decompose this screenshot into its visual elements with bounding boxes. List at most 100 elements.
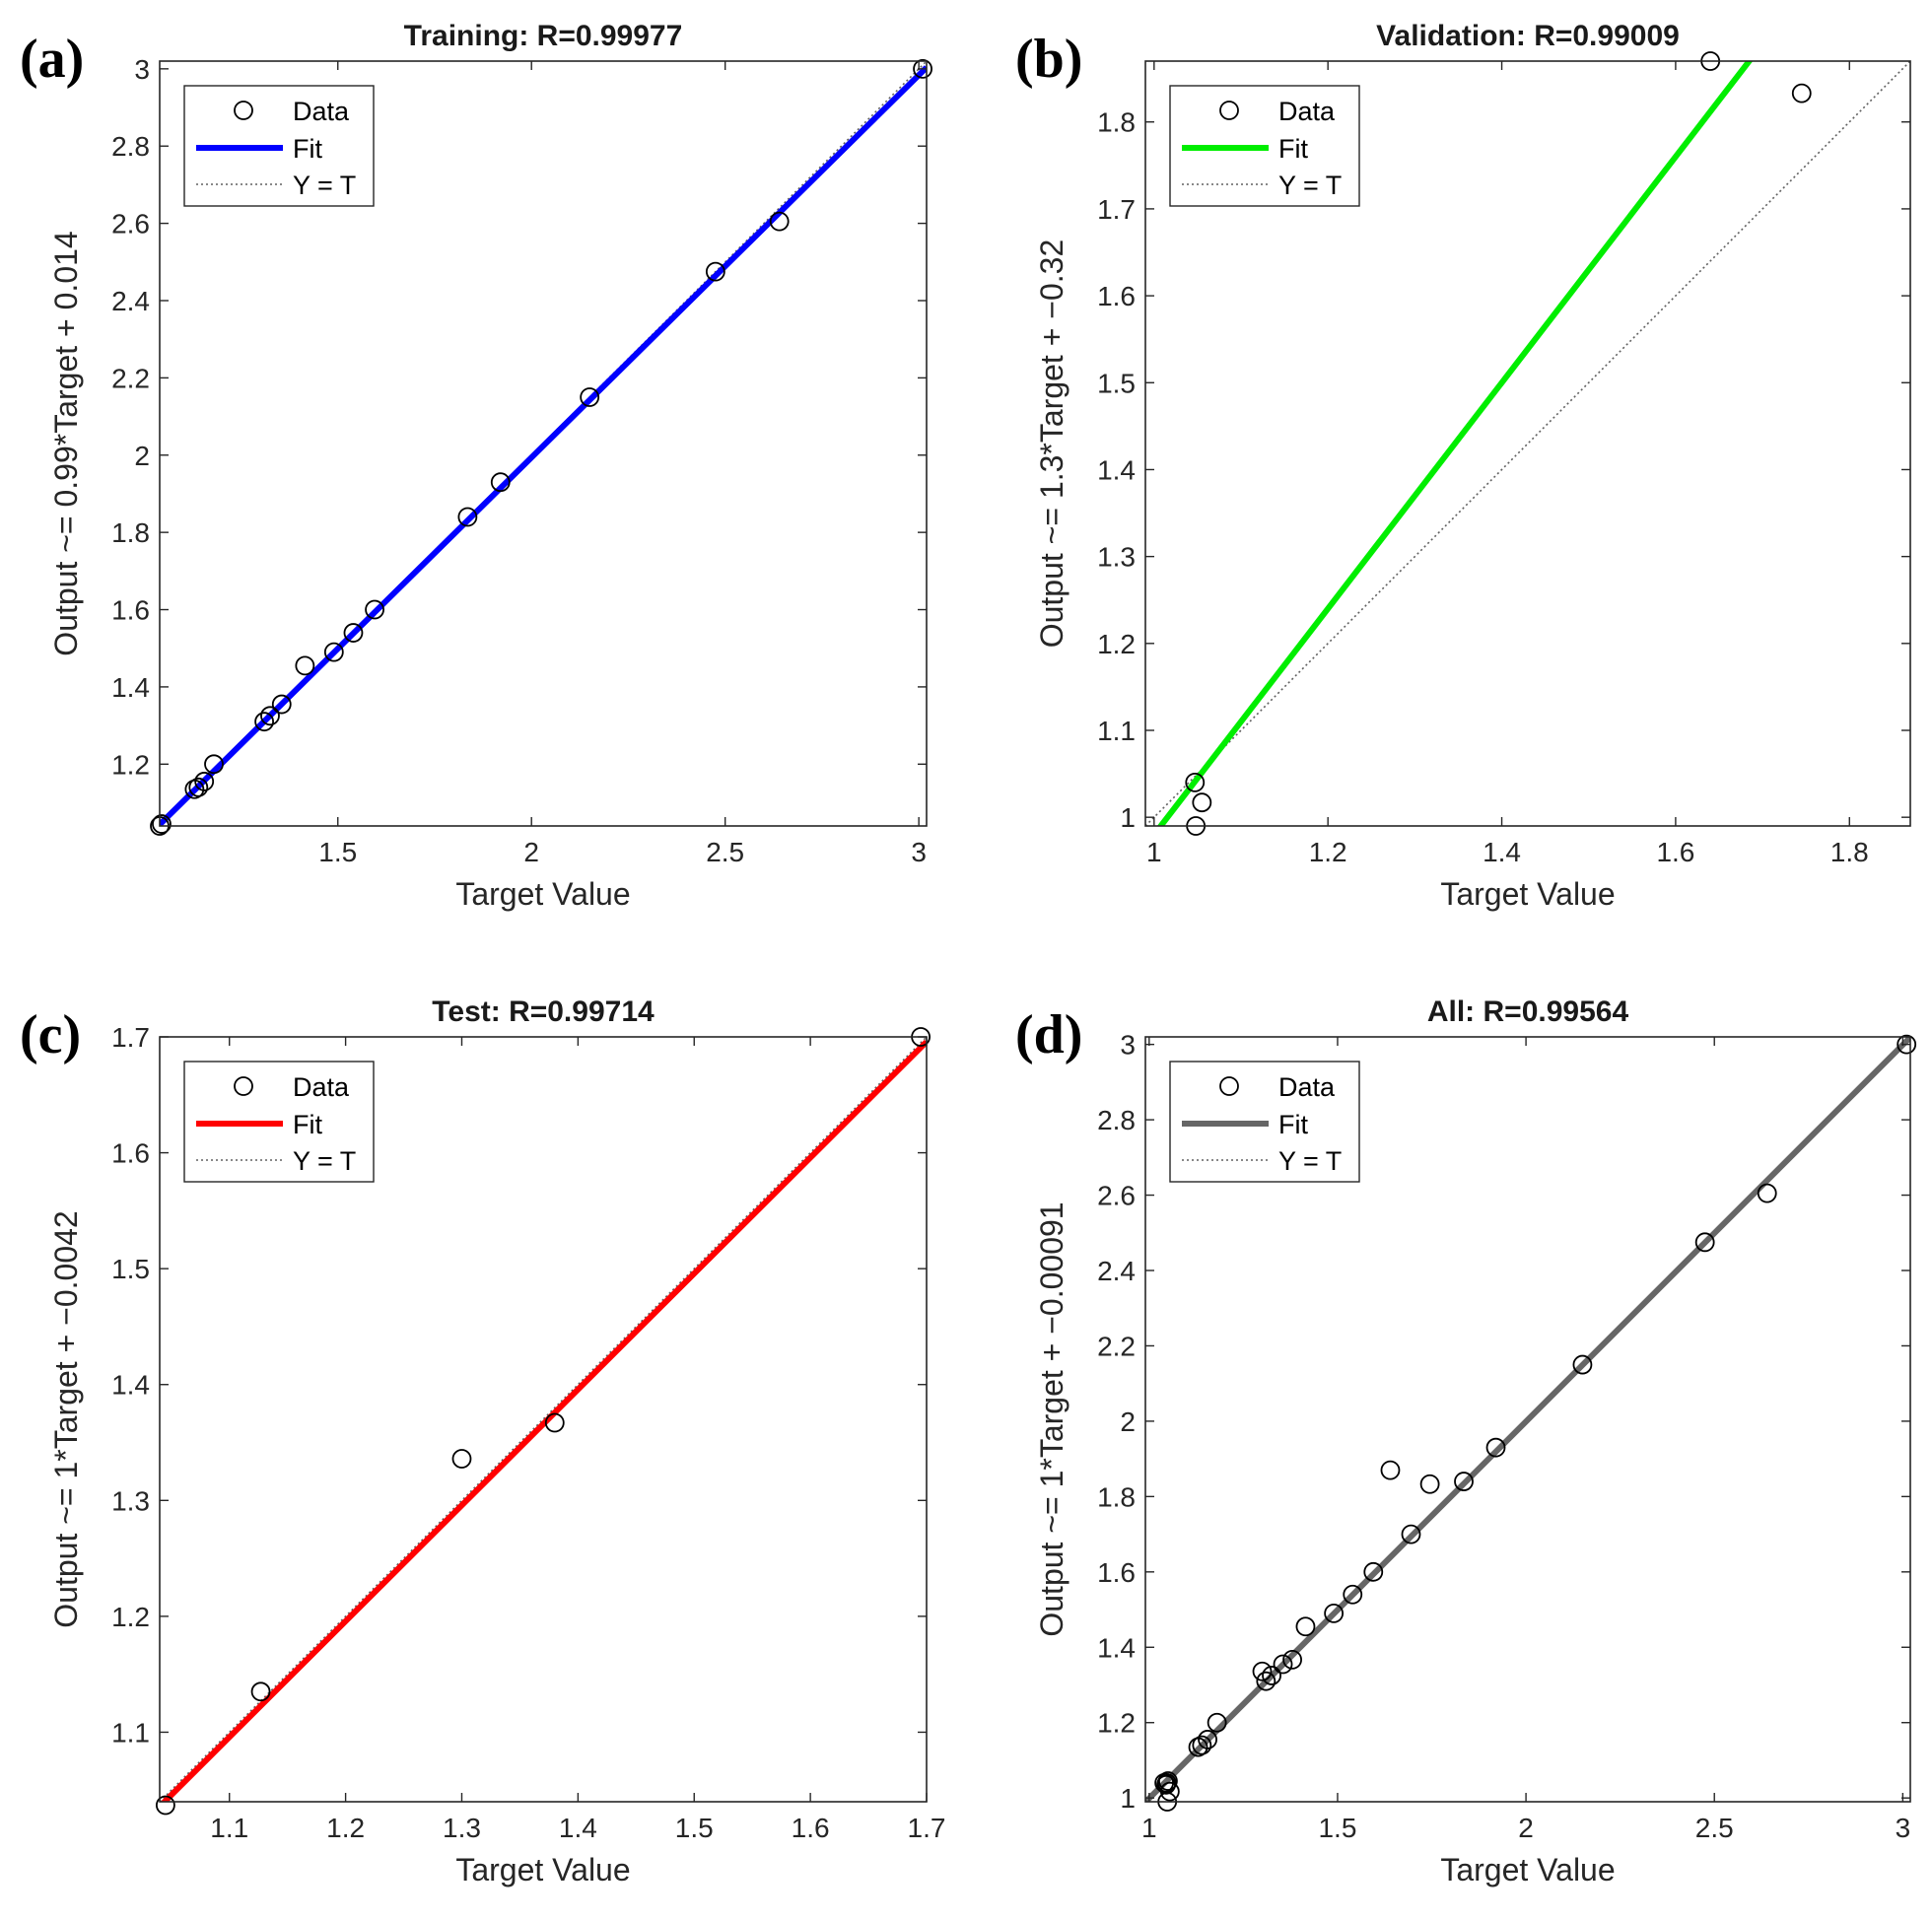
y-tick-label: 1.8 bbox=[1097, 1481, 1136, 1512]
data-point bbox=[271, 694, 292, 715]
legend: Data Fit Y = T bbox=[183, 1061, 375, 1183]
data-point bbox=[1454, 1472, 1474, 1491]
plot-content bbox=[160, 1037, 927, 1802]
y-tick-label: 2.6 bbox=[1097, 1181, 1136, 1211]
data-point bbox=[1192, 792, 1212, 813]
axes-box bbox=[159, 60, 928, 827]
y-tick-label: 1.4 bbox=[111, 672, 150, 703]
data-point bbox=[1694, 1232, 1715, 1253]
panel-label: (a) bbox=[20, 29, 84, 90]
data-point bbox=[457, 507, 478, 527]
x-tick-label: 1.5 bbox=[675, 1813, 714, 1843]
y-tick-label: 1.1 bbox=[111, 1717, 150, 1748]
data-point bbox=[1158, 1771, 1178, 1791]
y-tick-label: 1 bbox=[1120, 802, 1136, 833]
data-point bbox=[1324, 1603, 1345, 1623]
plot-title: Validation: R=0.99009 bbox=[1376, 20, 1680, 52]
x-tick-label: 1.7 bbox=[908, 1813, 946, 1843]
data-point bbox=[544, 1412, 565, 1433]
y-tick-label: 1.6 bbox=[111, 595, 150, 626]
identity-line bbox=[160, 1037, 927, 1802]
panel-c: (c) Test: R=0.99714 1.1 1.2 1.3 1.4 1.5 1.6 1.7 1… bbox=[20, 995, 945, 1887]
data-point bbox=[1207, 1712, 1227, 1733]
axes-box bbox=[159, 1036, 928, 1803]
y-tick-label: 1.3 bbox=[111, 1485, 150, 1516]
y-tick-label: 2.8 bbox=[111, 131, 150, 162]
y-tick-label: 1.4 bbox=[111, 1370, 150, 1401]
y-tick-label: 1.7 bbox=[1097, 194, 1136, 225]
x-tick-label: 2.5 bbox=[1695, 1813, 1734, 1843]
legend: Data Fit Y = T bbox=[1169, 1061, 1360, 1183]
data-point bbox=[152, 814, 172, 834]
y-tick-label: 3 bbox=[134, 54, 150, 85]
y-tick-label: 1 bbox=[1120, 1783, 1136, 1814]
x-tick-label: 1.4 bbox=[559, 1813, 597, 1843]
data-point bbox=[323, 642, 344, 662]
y-axis-label: Output ~= 1*Target + −0.00091 bbox=[1034, 1201, 1070, 1636]
data-point bbox=[1185, 773, 1206, 792]
fit-line bbox=[160, 1039, 927, 1802]
x-tick-label: 1.6 bbox=[792, 1813, 830, 1843]
x-tick-label: 2 bbox=[1518, 1813, 1534, 1843]
legend: Data Fit Y = T bbox=[1169, 85, 1360, 207]
data-point bbox=[1897, 1034, 1917, 1055]
panel-d: (d) All: R=0.99564 1 1.5 2 2.5 3 1 1.2 1.4 1.6 1.8 2… bbox=[1015, 995, 1917, 1887]
y-tick-label: 2.2 bbox=[111, 363, 150, 393]
legend-fit-label: Fit bbox=[293, 1110, 322, 1139]
y-tick-label: 2 bbox=[134, 441, 150, 471]
y-tick-label: 1.2 bbox=[1097, 629, 1136, 659]
panel-label: (b) bbox=[1015, 29, 1082, 90]
legend-fit-label: Fit bbox=[293, 134, 322, 164]
x-tick-label: 1.6 bbox=[1656, 837, 1694, 867]
data-point bbox=[1419, 1474, 1440, 1494]
data-point bbox=[451, 1449, 472, 1469]
x-tick-label: 1.2 bbox=[326, 1813, 365, 1843]
plot-title: Training: R=0.99977 bbox=[404, 20, 683, 52]
x-tick-label: 3 bbox=[1896, 1813, 1911, 1843]
legend: Data Fit Y = T bbox=[183, 85, 375, 207]
data-point bbox=[260, 706, 280, 726]
y-tick-label: 1.6 bbox=[1097, 281, 1136, 311]
panel-label: (d) bbox=[1015, 1004, 1082, 1065]
x-tick-label: 2.5 bbox=[706, 837, 744, 867]
data-point bbox=[254, 712, 274, 732]
legend-data-marker bbox=[234, 101, 253, 120]
y-tick-label: 1.6 bbox=[111, 1138, 150, 1169]
legend-identity-label: Y = T bbox=[293, 1146, 356, 1176]
x-tick-label: 1.1 bbox=[210, 1813, 248, 1843]
y-tick-label: 1.6 bbox=[1097, 1557, 1136, 1588]
x-tick-label: 1.5 bbox=[1318, 1813, 1356, 1843]
data-point bbox=[1198, 1730, 1217, 1749]
y-tick-label: 1.8 bbox=[1097, 107, 1136, 138]
data-point bbox=[188, 777, 209, 797]
data-point bbox=[1757, 1183, 1777, 1203]
data-point bbox=[769, 211, 790, 232]
data-point bbox=[155, 1795, 175, 1816]
legend-data-label: Data bbox=[1278, 97, 1336, 126]
legend-fit-label: Fit bbox=[1278, 1110, 1308, 1139]
data-point bbox=[1380, 1460, 1401, 1480]
data-point bbox=[194, 772, 215, 791]
plot-title: All: R=0.99564 bbox=[1427, 995, 1629, 1028]
y-tick-label: 2.6 bbox=[111, 209, 150, 240]
legend-data-marker bbox=[234, 1076, 253, 1096]
legend-data-marker bbox=[1219, 101, 1239, 120]
x-tick-label: 3 bbox=[911, 837, 927, 867]
y-tick-label: 1.3 bbox=[1097, 542, 1136, 573]
plot-title: Test: R=0.99714 bbox=[432, 995, 655, 1028]
data-point bbox=[490, 472, 511, 493]
data-point bbox=[1282, 1649, 1302, 1670]
y-tick-label: 1.8 bbox=[111, 517, 150, 548]
data-point bbox=[1791, 83, 1812, 103]
data-point bbox=[705, 261, 725, 282]
y-tick-label: 1.5 bbox=[111, 1254, 150, 1284]
x-axis-label: Target Value bbox=[1440, 876, 1615, 912]
legend-identity-label: Y = T bbox=[1278, 1146, 1342, 1176]
x-tick-label: 1.8 bbox=[1830, 837, 1869, 867]
legend-identity-label: Y = T bbox=[293, 171, 356, 200]
y-tick-label: 2.2 bbox=[1097, 1331, 1136, 1361]
x-axis-label: Target Value bbox=[455, 1852, 630, 1887]
y-tick-label: 2.4 bbox=[1097, 1256, 1136, 1286]
data-point bbox=[580, 387, 600, 407]
